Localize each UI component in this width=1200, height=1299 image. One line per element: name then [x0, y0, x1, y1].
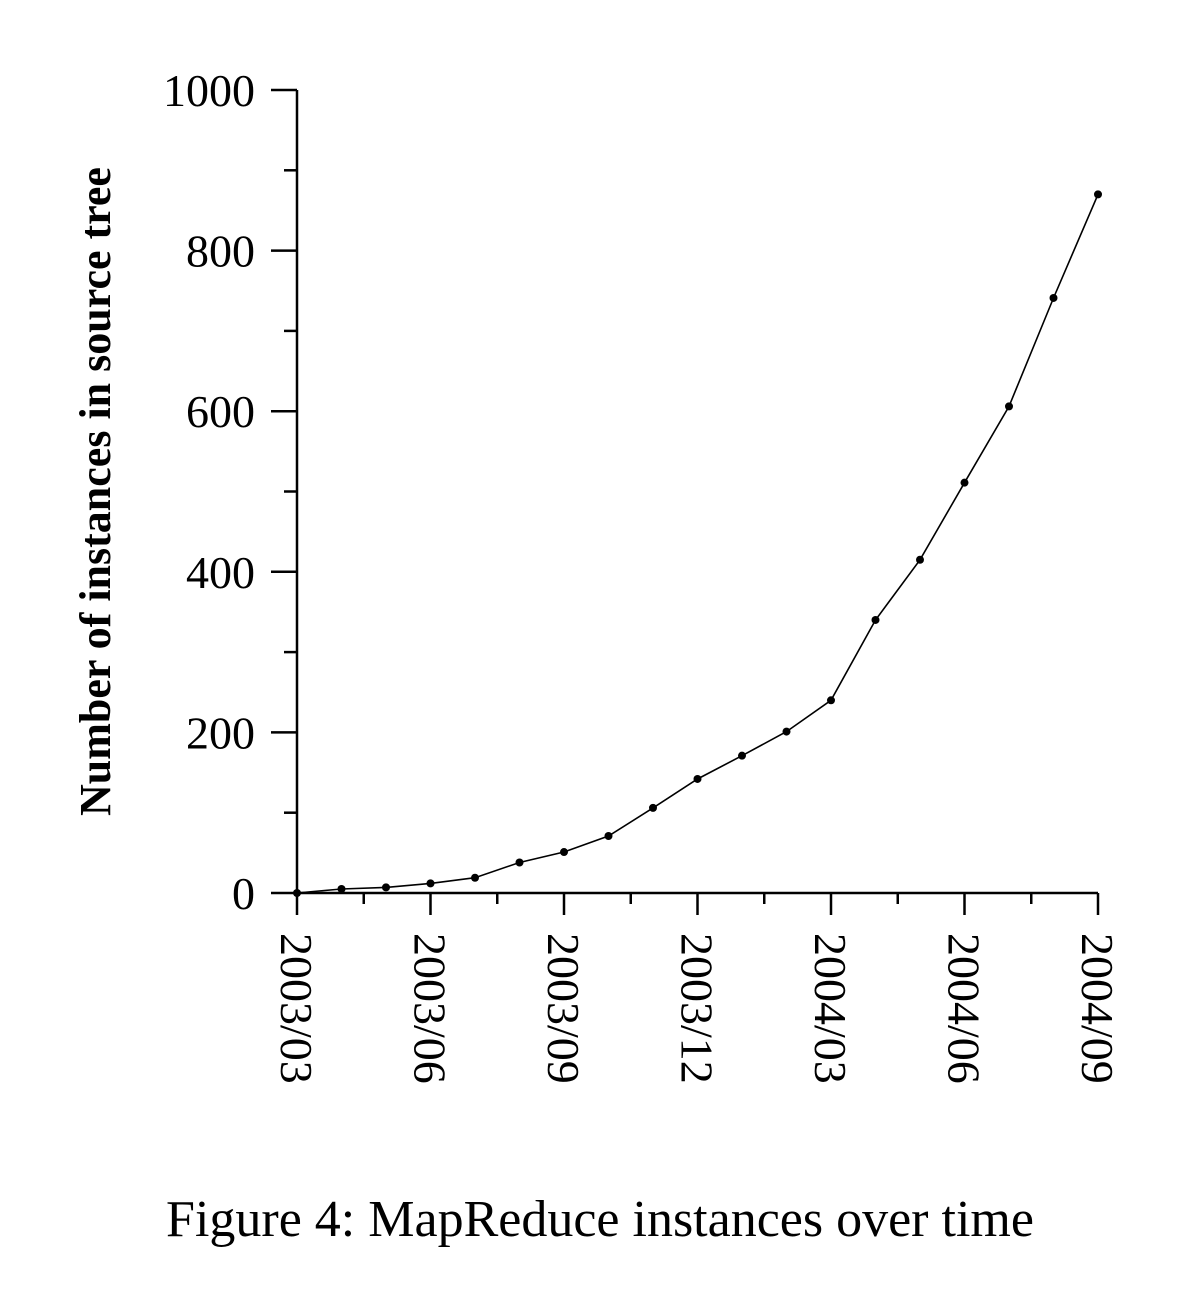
y-axis-title: Number of instances in source tree	[71, 167, 120, 816]
series-line	[296, 194, 1099, 894]
x-tick-label: 2004/06	[939, 933, 990, 1084]
data-point	[1005, 402, 1013, 411]
data-point	[960, 478, 969, 487]
y-tick-label: 800	[186, 226, 255, 277]
data-point	[871, 615, 880, 624]
data-point	[693, 774, 702, 783]
data-point	[426, 879, 435, 888]
data-point	[560, 848, 568, 857]
y-tick-label: 400	[186, 547, 255, 598]
x-tick-label: 2004/03	[805, 933, 856, 1084]
data-point	[1049, 293, 1058, 302]
x-tick-label: 2003/06	[405, 933, 456, 1084]
y-tick-label: 200	[186, 707, 255, 758]
y-tick-label: 0	[232, 868, 255, 919]
chart-marks	[293, 190, 1102, 897]
x-tick-label: 2004/09	[1072, 933, 1123, 1084]
axes	[271, 88, 1100, 915]
data-point	[1094, 190, 1102, 199]
x-tick-label: 2003/09	[538, 933, 589, 1084]
figure-caption: Figure 4: MapReduce instances over time	[166, 1191, 1034, 1248]
x-tick-label: 2003/12	[672, 933, 723, 1084]
data-point	[649, 803, 657, 812]
data-point	[382, 883, 390, 892]
data-point	[515, 858, 524, 867]
y-tick-label: 1000	[163, 65, 255, 116]
data-point	[337, 884, 346, 893]
data-point	[827, 696, 835, 705]
x-tick-label: 2003/03	[271, 933, 322, 1084]
data-point	[738, 751, 746, 760]
data-point	[471, 873, 479, 882]
data-point	[293, 889, 301, 897]
line-chart: 0 200 400 600 800 1000 2003/03 2003/06 2003/09 20…	[71, 65, 1123, 1084]
y-tick-label: 600	[186, 386, 255, 437]
data-point	[604, 831, 613, 840]
data-point	[782, 727, 791, 736]
data-point	[916, 555, 924, 564]
tick-labels: 0 200 400 600 800 1000 2003/03 2003/06 2003/09 20…	[71, 65, 1123, 1084]
